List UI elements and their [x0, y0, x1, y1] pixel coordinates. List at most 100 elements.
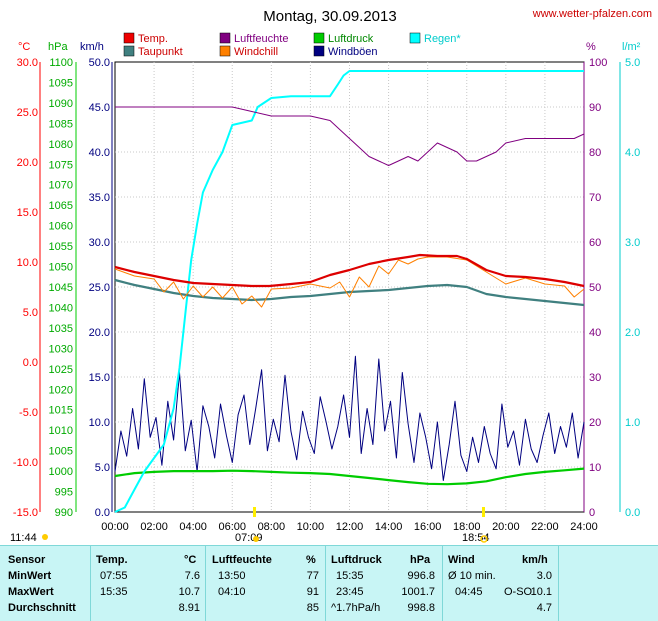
tick-label-pressure: 1025: [49, 364, 73, 376]
tick-label-wind: 0.0: [95, 507, 110, 519]
tick-label-wind: 40.0: [89, 147, 110, 159]
tick-label-humidity: 10: [589, 462, 601, 474]
wind-direction: O-SO: [504, 586, 533, 598]
column-divider: [558, 546, 559, 621]
tick-label-temp: 0.0: [23, 357, 38, 369]
legend-item: Windchill: [219, 45, 278, 58]
tick-label-pressure: 1005: [49, 446, 73, 458]
row-label: Durchschnitt: [8, 602, 76, 614]
tick-label-wind: 35.0: [89, 192, 110, 204]
column-divider: [325, 546, 326, 621]
humidity-time: 13:50: [218, 570, 246, 582]
temp-time: 15:35: [100, 586, 128, 598]
legend-label: Temp.: [138, 33, 168, 45]
temp-time: 07:55: [100, 570, 128, 582]
tick-label-temp: -15.0: [13, 507, 38, 519]
series-line-taupunkt: [114, 278, 585, 307]
tick-label-pressure: 1065: [49, 200, 73, 212]
tick-label-wind: 30.0: [89, 237, 110, 249]
header-pressure-unit: hPa: [410, 554, 431, 566]
row-label: MinWert: [8, 570, 52, 582]
humidity-value: 85: [306, 602, 319, 614]
tick-label-pressure: 1090: [49, 98, 73, 110]
tick-label-time: 12:00: [336, 521, 364, 533]
stats-table: Sensor Temp. °C Luftfeuchte % Luftdruck …: [0, 545, 658, 621]
tick-label-time: 16:00: [414, 521, 442, 533]
tick-label-pressure: 1080: [49, 139, 73, 151]
tick-label-time: 14:00: [375, 521, 403, 533]
tick-label-pressure: 995: [55, 487, 73, 499]
header-temp-unit: °C: [184, 554, 197, 566]
legend-item: Temp.: [123, 32, 168, 45]
header-humidity-unit: %: [306, 554, 316, 566]
tick-label-time: 08:00: [258, 521, 286, 533]
header-temp: Temp.: [96, 554, 128, 566]
legend-item: Regen*: [409, 32, 461, 45]
tick-label-rain: 4.0: [625, 147, 640, 159]
legend-label: Luftdruck: [328, 33, 374, 45]
tick-label-pressure: 1050: [49, 262, 73, 274]
tick-label-time: 00:00: [101, 521, 129, 533]
tick-label-rain: 3.0: [625, 237, 640, 249]
chart-legend: Temp. Luftfeuchte Luftdruck Regen* Taupu…: [123, 32, 461, 58]
sunset-tick-icon: [482, 507, 485, 517]
wind-value: 4.7: [536, 602, 552, 614]
tick-label-rain: 5.0: [625, 57, 640, 69]
header-pressure: Luftdruck: [331, 554, 382, 566]
wind-time: 04:45: [455, 586, 483, 598]
column-divider: [442, 546, 443, 621]
sunrise-tick-icon: [253, 507, 256, 517]
tick-label-humidity: 100: [589, 57, 607, 69]
tick-label-wind: 50.0: [89, 57, 110, 69]
tick-label-humidity: 0: [589, 507, 595, 519]
tick-label-wind: 45.0: [89, 102, 110, 114]
header-sensor: Sensor: [8, 554, 46, 566]
tick-label-humidity: 40: [589, 327, 601, 339]
tick-label-humidity: 80: [589, 147, 601, 159]
axis-unit-pressure: hPa: [48, 41, 68, 53]
wind-value: 3.0: [536, 570, 552, 582]
sun-markers: 11:44 07:09 18:54: [10, 507, 490, 544]
tick-label-pressure: 1035: [49, 323, 73, 335]
pressure-value: 1001.7: [401, 586, 435, 598]
site-link[interactable]: www.wetter-pfalzen.com: [532, 8, 652, 20]
tick-label-temp: 30.0: [17, 57, 38, 69]
tick-label-wind: 20.0: [89, 327, 110, 339]
axis-unit-temp: °C: [18, 41, 30, 53]
column-divider: [90, 546, 91, 621]
series-line-temp: [114, 253, 585, 288]
legend-item: Luftdruck: [313, 32, 374, 45]
tick-label-wind: 10.0: [89, 417, 110, 429]
axis-unit-wind: km/h: [80, 41, 104, 53]
tick-label-humidity: 70: [589, 192, 601, 204]
series-line-regen: [114, 70, 584, 513]
tick-label-time: 06:00: [218, 521, 246, 533]
tick-label-temp: -10.0: [13, 457, 38, 469]
tick-label-humidity: 90: [589, 102, 601, 114]
tick-label-pressure: 1040: [49, 302, 73, 314]
row-label: MaxWert: [8, 586, 54, 598]
header-humidity: Luftfeuchte: [212, 554, 272, 566]
legend-label: Windböen: [328, 46, 378, 58]
legend-label: Windchill: [234, 46, 278, 58]
pressure-value: 996.8: [407, 570, 435, 582]
tick-label-temp: 20.0: [17, 157, 38, 169]
tick-label-temp: 25.0: [17, 107, 38, 119]
tick-label-pressure: 1075: [49, 159, 73, 171]
column-divider: [205, 546, 206, 621]
series-line-luftdruck: [114, 467, 585, 486]
tick-label-pressure: 1015: [49, 405, 73, 417]
tick-label-pressure: 1100: [49, 57, 73, 69]
tick-label-temp: 10.0: [17, 257, 38, 269]
tick-label-pressure: 1095: [49, 77, 73, 89]
tick-label-rain: 2.0: [625, 327, 640, 339]
tick-label-pressure: 1060: [49, 221, 73, 233]
sun-icon: [480, 535, 488, 543]
tick-label-humidity: 20: [589, 417, 601, 429]
tick-label-rain: 0.0: [625, 507, 640, 519]
sun-icon: [253, 536, 259, 542]
tick-label-humidity: 60: [589, 237, 601, 249]
tick-label-time: 20:00: [492, 521, 520, 533]
tick-label-time: 10:00: [297, 521, 325, 533]
